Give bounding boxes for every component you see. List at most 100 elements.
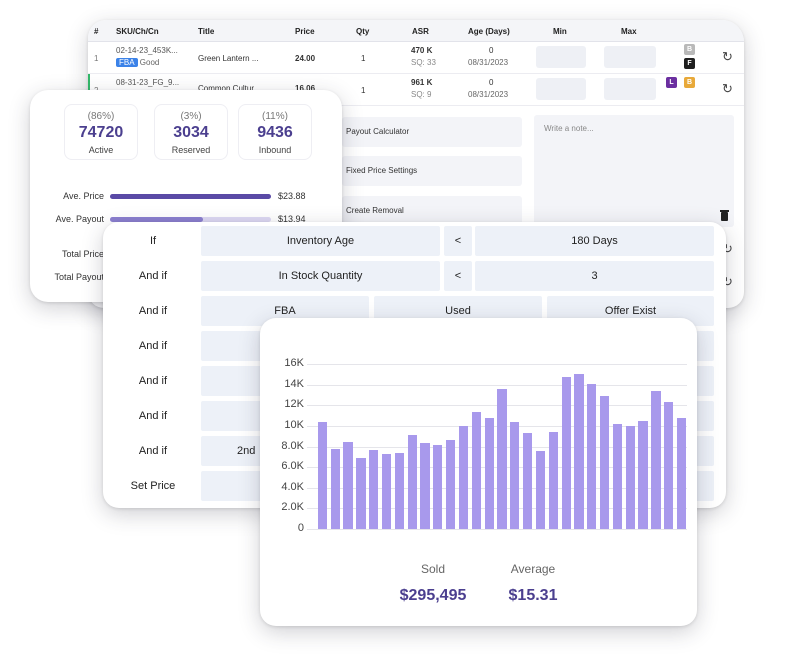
chart-bar[interactable] bbox=[471, 412, 481, 529]
chart-bar[interactable] bbox=[664, 402, 674, 529]
chart-bar[interactable] bbox=[561, 377, 571, 529]
chart-bar[interactable] bbox=[381, 453, 392, 529]
row-condition: Good bbox=[139, 58, 160, 67]
ave-payout-bar bbox=[110, 217, 271, 222]
stat-percent: (86%) bbox=[87, 111, 115, 122]
row-sku[interactable]: 08-31-23_FG_9... bbox=[116, 78, 180, 87]
rule-label: And if bbox=[138, 270, 168, 282]
chart-bar[interactable] bbox=[484, 417, 494, 529]
fixed-price-settings-button[interactable]: Fixed Price Settings bbox=[342, 156, 522, 186]
chart-bar[interactable] bbox=[446, 440, 456, 529]
rule-value-input[interactable]: 180 Days bbox=[475, 226, 714, 256]
trash-icon[interactable] bbox=[720, 210, 729, 221]
row-number: 1 bbox=[94, 54, 99, 63]
table-row[interactable]: 2 08-31-23_FG_9... Common Cultur... 16.0… bbox=[88, 74, 744, 106]
col-asr[interactable]: ASR bbox=[412, 27, 429, 36]
chart-bar[interactable] bbox=[394, 452, 404, 529]
row-title[interactable]: Green Lantern ... bbox=[198, 54, 259, 63]
row-qty: 1 bbox=[361, 54, 366, 63]
create-removal-button[interactable]: Create Removal bbox=[342, 196, 522, 226]
chart-bar[interactable] bbox=[433, 445, 443, 529]
stat-percent: (3%) bbox=[180, 111, 202, 122]
payout-calculator-button[interactable]: Payout Calculator bbox=[342, 117, 522, 147]
ave-payout-label: Ave. Payout bbox=[55, 214, 104, 224]
chart-bar[interactable] bbox=[676, 417, 687, 529]
col-max[interactable]: Max bbox=[621, 27, 637, 36]
note-textarea[interactable]: Write a note... bbox=[534, 115, 734, 227]
row-asr: 961 K bbox=[411, 78, 433, 87]
row-asr: 470 K bbox=[411, 46, 433, 55]
ave-price-label: Ave. Price bbox=[63, 191, 104, 201]
col-title[interactable]: Title bbox=[198, 27, 215, 36]
chart-bar[interactable] bbox=[330, 448, 340, 529]
rule-label: And if bbox=[138, 305, 168, 317]
col-qty[interactable]: Qty bbox=[356, 27, 370, 36]
chart-gridline bbox=[307, 446, 687, 448]
table-row[interactable]: 1 02-14-23_453K... FBA Good Green Lanter… bbox=[88, 42, 744, 74]
rule-operator-select[interactable]: < bbox=[444, 226, 472, 256]
chart-gridline bbox=[307, 487, 687, 489]
chart-bar[interactable] bbox=[420, 443, 430, 529]
chart-bar[interactable] bbox=[651, 390, 661, 529]
rule-field-select[interactable]: Inventory Age bbox=[201, 226, 440, 256]
row-age: 0 bbox=[489, 46, 494, 55]
rule-field-select[interactable]: In Stock Quantity bbox=[201, 261, 440, 291]
ave-price-bar bbox=[110, 194, 271, 199]
chart-bar[interactable] bbox=[407, 435, 417, 529]
chart-bar[interactable] bbox=[574, 374, 584, 529]
stat-reserved: (3%) 3034 Reserved bbox=[154, 104, 228, 160]
chart-bar[interactable] bbox=[497, 388, 507, 529]
min-input[interactable] bbox=[536, 46, 586, 68]
col-age[interactable]: Age (Days) bbox=[468, 27, 510, 36]
total-payout-label: Total Payout bbox=[54, 272, 104, 282]
chart-bar[interactable] bbox=[523, 433, 533, 529]
stat-value: 9436 bbox=[257, 124, 293, 141]
col-num: # bbox=[94, 27, 99, 36]
col-sku[interactable]: SKU/Ch/Cn bbox=[116, 27, 159, 36]
row-date: 08/31/2023 bbox=[468, 90, 509, 99]
max-input[interactable] bbox=[604, 46, 656, 68]
chart-bar[interactable] bbox=[638, 420, 648, 529]
chart-bar[interactable] bbox=[600, 395, 610, 529]
rule-value-input[interactable]: 3 bbox=[475, 261, 714, 291]
row-qty: 1 bbox=[361, 86, 366, 95]
refresh-icon[interactable]: ↻ bbox=[722, 49, 733, 64]
y-tick-label: 10K bbox=[284, 418, 304, 431]
y-tick-label: 8.0K bbox=[281, 439, 304, 452]
chart-bar[interactable] bbox=[369, 449, 379, 529]
y-tick-label: 6.0K bbox=[281, 460, 304, 473]
row-sq: SQ: 33 bbox=[411, 58, 436, 67]
y-tick-label: 12K bbox=[284, 398, 304, 411]
stat-value: 74720 bbox=[78, 124, 124, 141]
chart-bar[interactable] bbox=[612, 423, 623, 529]
row-sku[interactable]: 02-14-23_453K... bbox=[116, 46, 178, 55]
chart-bar[interactable] bbox=[510, 421, 520, 529]
refresh-icon[interactable]: ↻ bbox=[722, 81, 733, 96]
chart-bar[interactable] bbox=[343, 442, 353, 529]
chart-bar[interactable] bbox=[356, 457, 366, 529]
ave-payout-value: $13.94 bbox=[278, 214, 306, 224]
rule-operator-select[interactable]: < bbox=[444, 261, 472, 291]
min-input[interactable] bbox=[536, 78, 586, 100]
chart-gridline bbox=[307, 467, 687, 469]
ave-price-value: $23.88 bbox=[278, 191, 306, 201]
col-min[interactable]: Min bbox=[553, 27, 567, 36]
refresh-icon[interactable]: ↻ bbox=[722, 274, 733, 289]
total-price-label: Total Price bbox=[61, 249, 104, 259]
max-input[interactable] bbox=[604, 78, 656, 100]
chart-gridline bbox=[307, 529, 687, 530]
chart-bar[interactable] bbox=[625, 425, 635, 529]
chart-gridline bbox=[307, 405, 687, 407]
row-title[interactable]: Common Cultur... bbox=[198, 84, 261, 93]
chart-bar[interactable] bbox=[548, 432, 558, 529]
stat-inbound: (11%) 9436 Inbound bbox=[238, 104, 312, 160]
chart-bar[interactable] bbox=[458, 425, 469, 529]
col-price[interactable]: Price bbox=[295, 27, 315, 36]
refresh-icon[interactable]: ↻ bbox=[722, 241, 733, 256]
row-status-bar bbox=[88, 74, 90, 105]
sales-bar-chart: 16K 14K 12K 10K 8.0K 6.0K 4.0K 2.0K 0 bbox=[260, 318, 697, 558]
chart-bar[interactable] bbox=[535, 450, 546, 529]
badge-b: B bbox=[684, 77, 695, 88]
chart-bar[interactable] bbox=[587, 383, 597, 529]
chart-bar[interactable] bbox=[317, 421, 328, 529]
